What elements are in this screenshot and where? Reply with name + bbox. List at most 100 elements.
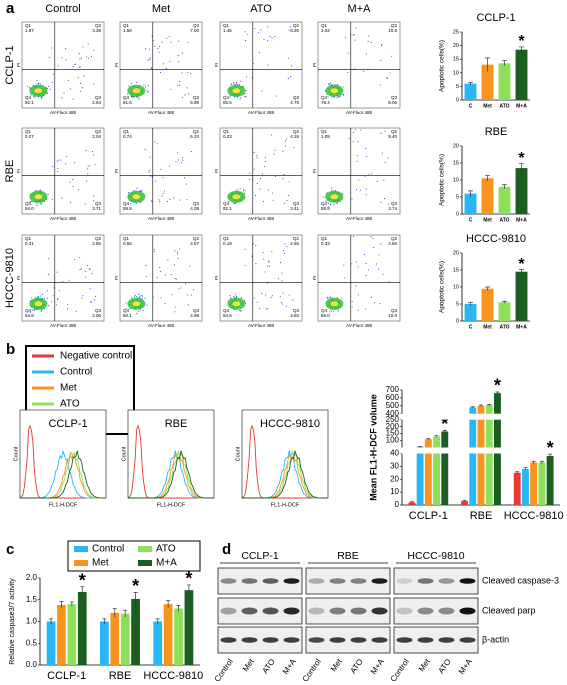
axis-label: Count <box>121 446 127 461</box>
event-dot <box>290 76 292 78</box>
row-label: CCLP-1 <box>4 45 16 84</box>
blot-band <box>241 607 258 615</box>
event-dot <box>245 89 247 91</box>
event-dot <box>177 258 179 260</box>
event-dot <box>66 308 69 310</box>
quadrant-value: 1.87 <box>25 28 34 33</box>
event-dot <box>153 251 155 253</box>
event-dot <box>150 200 152 202</box>
event-dot <box>355 27 357 29</box>
density-core <box>132 194 141 200</box>
event-dot <box>46 297 48 299</box>
event-dot <box>65 48 67 50</box>
event-dot <box>262 251 264 253</box>
column-header: M+A <box>348 3 372 15</box>
event-dot <box>380 45 383 47</box>
event-dot <box>36 204 38 206</box>
event-dot <box>260 177 262 180</box>
event-dot <box>31 309 34 311</box>
legend-swatch <box>74 546 88 552</box>
event-dot <box>382 273 384 275</box>
event-dot <box>39 295 41 297</box>
error-bar <box>502 60 507 66</box>
error-bar <box>519 163 524 173</box>
event-dot <box>371 173 373 175</box>
quadrant-value: 3.74 <box>388 206 397 211</box>
event-dot <box>383 198 386 200</box>
quadrant-value: 4.57 <box>190 241 199 246</box>
event-dot <box>179 248 181 250</box>
blot-band <box>350 607 367 615</box>
error-bar <box>502 300 507 304</box>
event-dot <box>52 73 54 75</box>
y-tick-label: 1.0 <box>26 617 38 626</box>
event-dot <box>360 129 362 131</box>
event-dot <box>131 96 133 98</box>
event-dot <box>370 42 372 44</box>
event-dot <box>264 165 266 167</box>
lane-label: M+A <box>457 657 474 676</box>
event-dot <box>173 264 176 266</box>
event-dot <box>343 94 345 96</box>
event-dot <box>149 59 151 61</box>
event-dot <box>268 261 270 263</box>
blot-band <box>308 607 325 615</box>
event-dot <box>130 82 132 85</box>
y-tick-label: 1.5 <box>26 595 38 604</box>
event-dot <box>82 295 84 297</box>
event-dot <box>89 288 91 290</box>
event-dot <box>148 171 150 173</box>
axis-label: PI <box>214 169 219 173</box>
event-dot <box>331 189 333 191</box>
event-dot <box>171 294 173 296</box>
event-dot <box>28 87 30 89</box>
event-dot <box>47 193 49 195</box>
event-dot <box>179 199 181 201</box>
event-dot <box>86 180 88 182</box>
event-dot <box>127 191 130 194</box>
event-dot <box>51 198 53 200</box>
event-dot <box>337 310 339 312</box>
axis-label: PI <box>16 169 21 173</box>
lane-label: ATO <box>436 657 452 675</box>
event-dot <box>381 44 383 46</box>
event-dot <box>87 43 89 45</box>
event-dot <box>254 28 256 30</box>
histogram-title: RBE <box>165 418 188 430</box>
protein-label: β-actin <box>482 634 509 644</box>
event-dot <box>365 188 367 190</box>
event-dot <box>178 288 180 290</box>
event-dot <box>134 296 136 298</box>
quadrant-value: 3.60 <box>290 313 299 318</box>
event-dot <box>177 55 179 57</box>
y-tick-label: 10 <box>390 487 399 496</box>
event-dot <box>87 168 89 170</box>
y-axis-label: Apoptotic cells(%) <box>439 40 446 92</box>
axis-label: AV-Fluor 488 <box>346 110 372 115</box>
axis-label: PI <box>114 276 119 280</box>
event-dot <box>330 203 332 205</box>
event-dot <box>77 77 79 79</box>
event-dot <box>236 96 239 98</box>
event-dot <box>48 56 50 58</box>
event-dot <box>81 297 83 299</box>
blot-band <box>438 578 455 584</box>
y-tick-label: 15 <box>453 57 459 63</box>
event-dot <box>166 37 168 39</box>
error-bar <box>502 184 507 189</box>
event-dot <box>60 159 62 161</box>
legend-label: Met <box>92 558 109 569</box>
event-dot <box>233 82 235 84</box>
event-dot <box>154 141 156 143</box>
event-dot <box>75 310 77 312</box>
bar <box>408 502 416 505</box>
event-dot <box>137 96 139 99</box>
y-tick-label: 2.0 <box>26 573 38 582</box>
bar <box>77 591 87 665</box>
error-bar <box>539 460 544 464</box>
event-dot <box>88 57 90 59</box>
quadrant-name: Q4 <box>25 308 32 313</box>
error-bar <box>468 301 473 306</box>
bar <box>120 613 130 665</box>
